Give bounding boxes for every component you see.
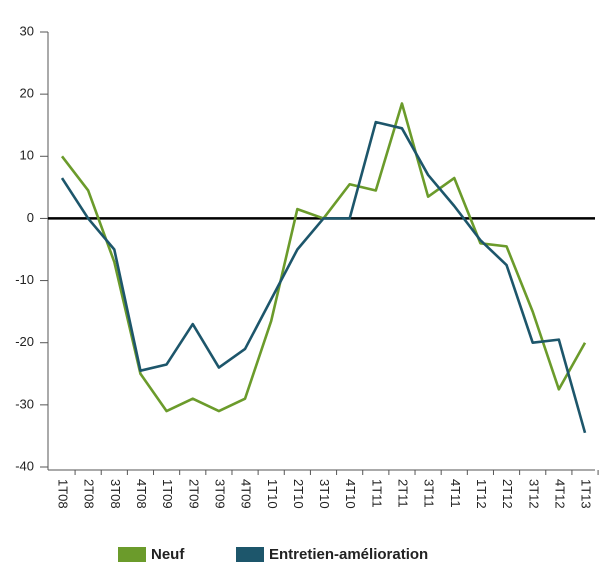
x-tick-label: 1T09: [160, 479, 175, 509]
x-tick-label: 2T11: [396, 479, 411, 508]
x-tick-label: 2T10: [291, 479, 306, 509]
y-tick-label: 10: [20, 148, 34, 163]
x-tick-label: 4T09: [239, 479, 254, 509]
x-tick-label: 1T13: [579, 479, 594, 509]
x-tick-label: 2T12: [500, 479, 515, 509]
legend-swatch: [236, 547, 264, 562]
legend-label: Neuf: [151, 546, 185, 563]
x-tick-label: 1T10: [265, 479, 280, 509]
series-line: [60, 120, 587, 434]
x-tick-label: 1T08: [56, 479, 71, 509]
x-tick-label: 4T10: [343, 479, 358, 509]
x-tick-label: 3T10: [317, 479, 332, 509]
legend-label: Entretien-amélioration: [269, 546, 428, 563]
y-tick-label: -10: [15, 272, 34, 287]
x-tick-label: 4T08: [134, 479, 149, 509]
x-tick-label: 4T11: [448, 479, 463, 508]
y-tick-label: -40: [15, 458, 34, 473]
x-tick-label: 2T09: [186, 479, 201, 509]
x-tick-label: 4T12: [552, 479, 567, 509]
x-tick-label: 3T12: [526, 479, 541, 509]
y-tick-label: -20: [15, 334, 34, 349]
x-tick-label: 3T08: [108, 479, 123, 509]
x-tick-label: 1T12: [474, 479, 489, 509]
y-tick-label: 30: [20, 23, 34, 38]
y-tick-label: 20: [20, 86, 34, 101]
y-tick-label: 0: [27, 210, 34, 225]
x-tick-label: 3T09: [212, 479, 227, 509]
x-tick-label: 1T11: [369, 479, 384, 508]
x-tick-label: 3T11: [422, 479, 437, 508]
x-tick-label: 2T08: [82, 479, 97, 509]
y-tick-label: -30: [15, 396, 34, 411]
legend-swatch: [118, 547, 146, 562]
